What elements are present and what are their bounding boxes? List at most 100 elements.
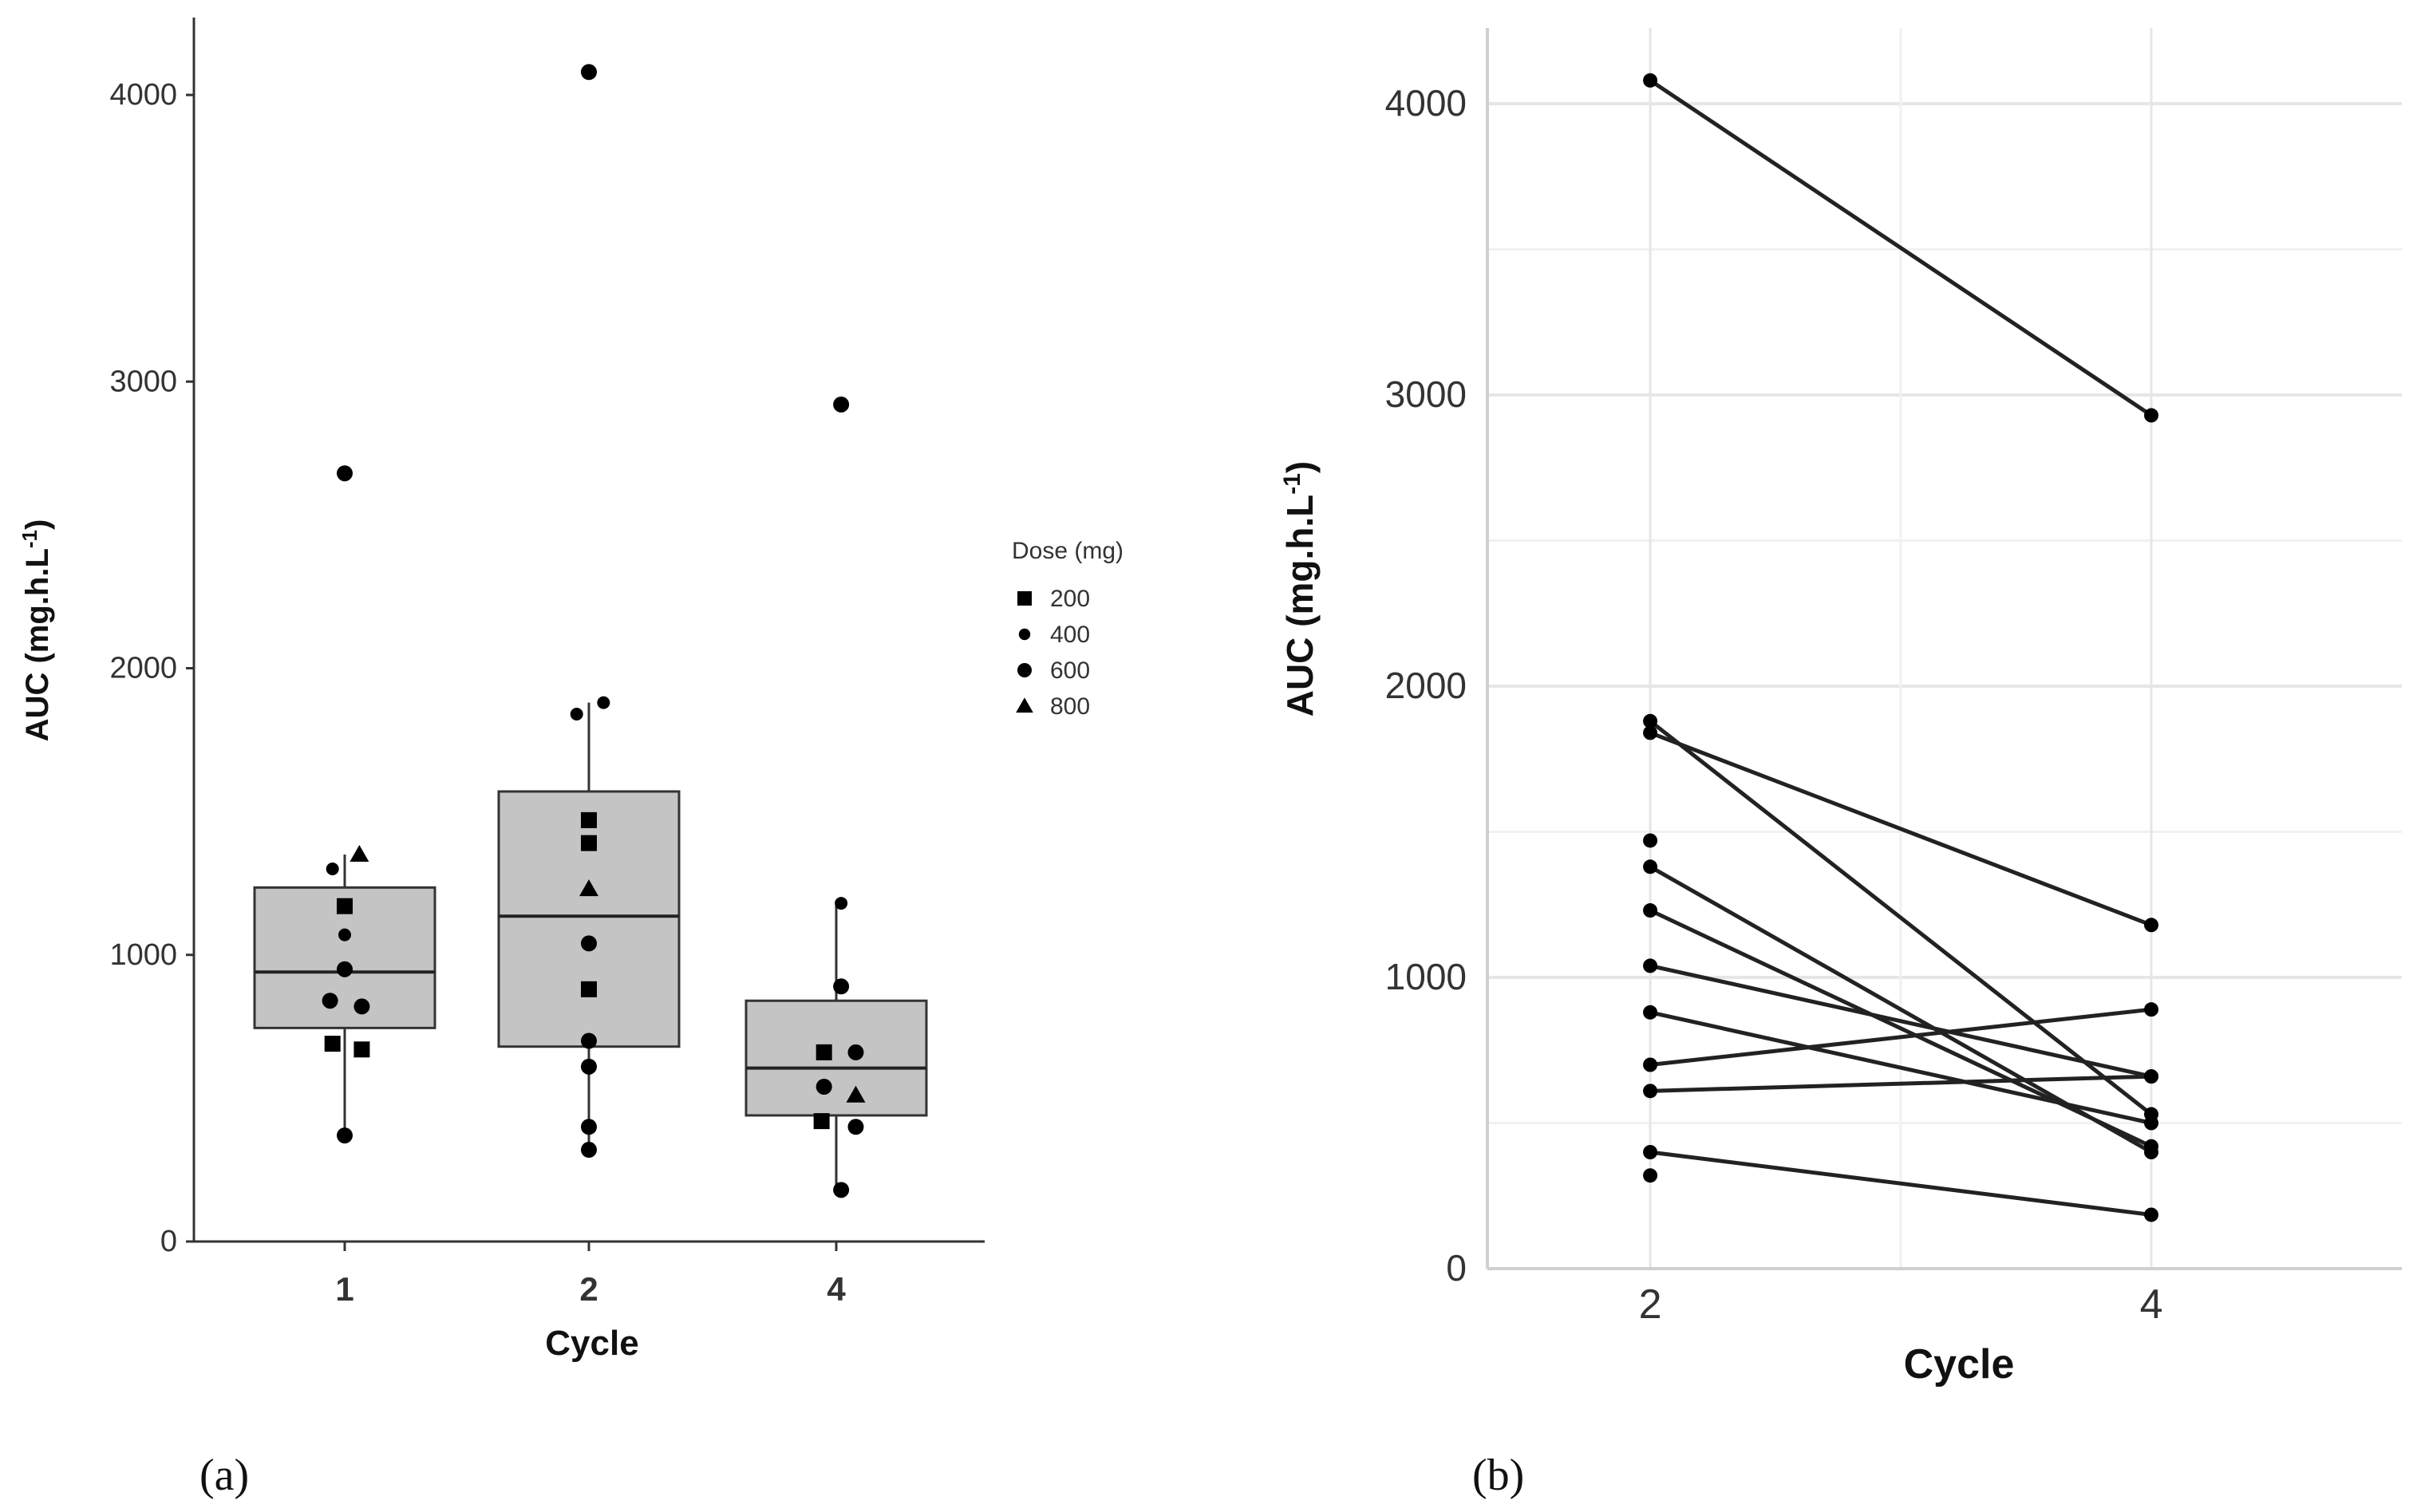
data-point (581, 1058, 597, 1075)
data-point (847, 1044, 864, 1060)
panel-a-points (322, 64, 866, 1198)
unpaired-point (1643, 1168, 1658, 1183)
panel-a-y-ticks: 0 1000 2000 3000 4000 (109, 78, 194, 1258)
series-line (1649, 1010, 2152, 1125)
x-tick-label: 1 (335, 1270, 353, 1308)
series-point (2144, 918, 2159, 933)
data-point (581, 1119, 597, 1135)
series-point (2144, 1139, 2159, 1154)
series-point (1643, 73, 1658, 88)
legend-marker (1018, 628, 1031, 641)
legend-title: Dose (mg) (1012, 538, 1124, 564)
panel-a-boxplot: 0 1000 2000 3000 4000 1 2 4 Cycle AUC (mg.h.L-… (18, 18, 1124, 1500)
data-point (833, 978, 850, 995)
legend-marker (1017, 663, 1032, 677)
data-point (816, 1079, 832, 1096)
x-tick-label: 4 (2140, 1281, 2163, 1328)
data-point (581, 981, 597, 997)
data-point (337, 961, 353, 977)
series-point (2144, 1115, 2159, 1131)
data-point (353, 1041, 370, 1058)
series-point (1643, 1145, 1658, 1159)
series-line (1649, 78, 2153, 417)
series-line (1649, 908, 2153, 1148)
series-line (1650, 1074, 2152, 1093)
y-tick-label: 3000 (109, 365, 177, 398)
panel-b-y-axis-title: AUC (mg.h.L-1) (1279, 461, 1321, 717)
data-point (337, 465, 353, 482)
series-line (1649, 719, 2153, 1116)
panel-b-points (1643, 73, 2159, 1222)
series-point (2144, 1002, 2159, 1017)
panel-b-y-ticks: 0 1000 2000 3000 4000 (1385, 82, 1467, 1289)
data-point (833, 396, 850, 413)
data-point (322, 993, 338, 1009)
x-tick-label: 2 (1639, 1281, 1662, 1328)
series-point (1643, 1084, 1658, 1099)
legend-label: 400 (1050, 622, 1090, 648)
y-tick-label: 2000 (109, 652, 177, 685)
data-point (835, 897, 848, 910)
data-point (581, 1142, 597, 1159)
legend-marker (1017, 591, 1032, 606)
box-iqr (497, 790, 681, 1048)
series-line (1649, 731, 2152, 927)
data-point (570, 707, 583, 720)
series-point (1643, 1005, 1658, 1020)
series-point (1643, 1057, 1658, 1072)
box-iqr (744, 999, 928, 1117)
series-line (1649, 1007, 2152, 1067)
data-point (597, 696, 610, 709)
panel-a-x-ticks: 1 2 4 (335, 1242, 846, 1308)
panel-b-lines (1649, 78, 2153, 1217)
panel-b-label: (b) (1472, 1451, 1524, 1500)
data-point (833, 1182, 850, 1198)
data-point (353, 998, 370, 1015)
series-point (2144, 408, 2159, 423)
series-point (1643, 713, 1658, 728)
data-point (337, 898, 353, 914)
data-point (326, 862, 339, 875)
data-point (581, 1032, 597, 1049)
series-point (2144, 1069, 2159, 1084)
panel-a-x-axis-title: Cycle (545, 1324, 638, 1363)
data-point (581, 935, 597, 952)
series-point (1643, 859, 1658, 874)
panel-a-y-axis-title: AUC (mg.h.L-1) (18, 519, 55, 742)
series-point (2144, 1207, 2159, 1222)
data-point (350, 845, 369, 863)
data-point (581, 64, 597, 81)
data-point (847, 1119, 864, 1135)
data-point (816, 1044, 832, 1060)
y-tick-label: 3000 (1385, 373, 1467, 415)
legend-items: 200 400 600 800 (1016, 586, 1090, 720)
legend-marker (1016, 697, 1033, 713)
series-line (1649, 1150, 2152, 1217)
legend-label: 600 (1050, 657, 1090, 684)
data-point (581, 835, 597, 851)
y-tick-label: 4000 (1385, 82, 1467, 124)
data-point (337, 1127, 353, 1144)
y-tick-label: 0 (1446, 1247, 1467, 1289)
x-tick-label: 4 (827, 1270, 846, 1308)
y-tick-label: 1000 (1385, 956, 1467, 997)
unpaired-point (1643, 833, 1658, 848)
panel-a-legend: Dose (mg) 200 400 600 800 (1012, 538, 1124, 720)
series-point (1643, 958, 1658, 973)
y-tick-label: 1000 (109, 938, 177, 972)
legend-label: 200 (1050, 586, 1090, 612)
data-point (579, 879, 598, 897)
y-tick-label: 4000 (109, 78, 177, 112)
data-point (581, 811, 597, 828)
panel-b-x-axis-title: Cycle (1904, 1341, 2015, 1388)
series-point (1643, 725, 1658, 740)
panel-a-boxes (253, 702, 928, 1189)
panel-a-label: (a) (199, 1451, 249, 1500)
y-tick-label: 0 (160, 1225, 177, 1258)
series-point (1643, 903, 1658, 918)
legend-label: 800 (1050, 693, 1090, 720)
x-tick-label: 2 (579, 1270, 598, 1308)
series-line (1649, 963, 2152, 1079)
